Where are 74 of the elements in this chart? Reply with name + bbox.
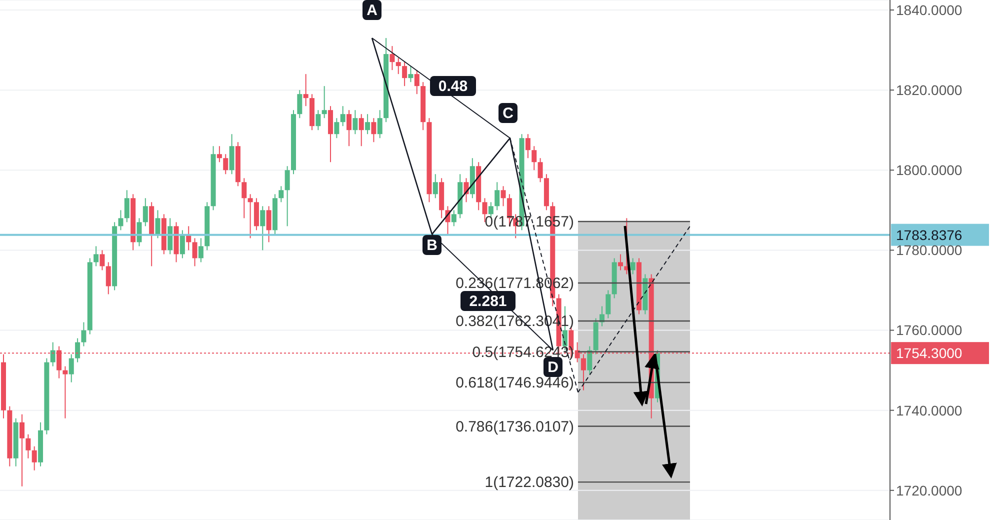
y-tick-label: 1820.0000 xyxy=(896,82,962,98)
candlestick xyxy=(192,238,198,267)
candlestick xyxy=(377,110,382,139)
candlestick xyxy=(124,190,130,223)
candlestick xyxy=(580,354,586,391)
y-tick-label: 1740.0000 xyxy=(896,402,962,418)
candlestick xyxy=(451,210,456,227)
candlestick xyxy=(390,46,395,71)
candlestick xyxy=(322,86,327,119)
y-tick-label: 1840.0000 xyxy=(896,2,962,18)
candlestick xyxy=(284,166,290,227)
annotation: C xyxy=(502,105,514,122)
candlestick xyxy=(223,154,228,175)
candlestick xyxy=(62,366,68,419)
ref-line-label: 1754.3000 xyxy=(896,345,962,362)
y-tick-label: 1720.0000 xyxy=(896,482,962,498)
candlestick xyxy=(346,110,352,147)
candlestick xyxy=(402,62,408,87)
candlestick xyxy=(414,70,420,95)
y-tick-label: 1800.0000 xyxy=(896,162,962,178)
ref-line-label: 1(1722.0830) xyxy=(484,474,574,492)
candlestick xyxy=(340,106,346,127)
candlestick xyxy=(118,210,124,231)
annotation: A xyxy=(366,2,378,19)
candlestick xyxy=(334,118,340,139)
candlestick xyxy=(94,246,99,267)
ref-line-label: 0.786(1736.0107) xyxy=(456,418,574,436)
candlestick xyxy=(100,250,105,271)
candlestick xyxy=(365,114,370,135)
candlestick xyxy=(316,110,321,131)
candlestick xyxy=(260,206,266,251)
candlestick xyxy=(248,194,253,239)
candlestick xyxy=(297,90,302,119)
y-tick-label: 1780.0000 xyxy=(896,242,962,258)
candlestick xyxy=(532,146,537,171)
annotation: 2.281 xyxy=(469,293,507,310)
annotation: 0.48 xyxy=(438,78,468,95)
candlestick xyxy=(303,74,308,107)
candlestick xyxy=(106,262,111,295)
candlestick xyxy=(266,206,272,243)
candlestick xyxy=(26,434,31,459)
candlestick xyxy=(278,186,284,203)
candlestick xyxy=(50,342,56,367)
candlestick xyxy=(432,174,438,199)
candlestick xyxy=(216,146,222,163)
candlestick xyxy=(198,238,204,263)
ref-line-label: 1783.8376 xyxy=(896,226,962,243)
candlestick xyxy=(180,230,185,259)
candlestick xyxy=(630,258,636,275)
candlestick xyxy=(525,134,530,159)
candlestick xyxy=(155,210,160,239)
candlestick xyxy=(136,218,142,247)
candlestick xyxy=(408,66,414,83)
candlestick xyxy=(352,110,358,135)
candlestick xyxy=(500,186,506,207)
annotation: D xyxy=(548,359,559,376)
candlestick xyxy=(587,346,592,375)
candlestick xyxy=(358,114,364,147)
candlestick xyxy=(242,178,247,219)
candlestick xyxy=(494,182,500,211)
candlestick xyxy=(618,254,623,271)
candlestick xyxy=(371,118,376,143)
candlestick xyxy=(75,338,80,363)
candlestick xyxy=(142,198,148,227)
candlestick xyxy=(538,158,543,183)
candlestick xyxy=(81,322,86,347)
annotation: B xyxy=(426,237,438,254)
candlestick xyxy=(606,290,611,319)
candlestick xyxy=(396,58,401,75)
candlestick xyxy=(20,414,25,487)
y-tick-label: 1760.0000 xyxy=(896,322,962,338)
ref-line-label: 0.618(1746.9446) xyxy=(456,374,574,392)
candlestick xyxy=(32,446,37,471)
candlestick xyxy=(68,354,74,383)
